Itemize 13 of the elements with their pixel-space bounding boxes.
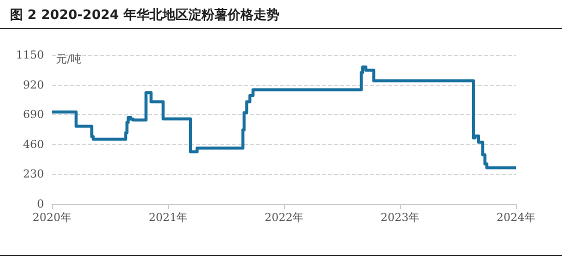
y-tick-label: 1150	[16, 48, 44, 62]
y-tick-label: 920	[23, 78, 44, 92]
x-tick-label: 2022年	[264, 211, 304, 224]
y-tick-label: 0	[37, 198, 44, 210]
y-tick-label: 460	[23, 138, 44, 151]
y-axis-title: 元/吨	[56, 52, 82, 66]
x-tick-label: 2024年	[496, 211, 536, 224]
y-tick-label: 690	[23, 108, 44, 122]
x-tick-label: 2020年	[32, 211, 72, 224]
x-tick-label: 2023年	[380, 211, 420, 224]
y-tick-label: 230	[23, 168, 44, 181]
chart-title: 图 2 2020-2024 年华北地区淀粉薯价格走势	[10, 6, 280, 24]
x-tick-label: 2021年	[148, 211, 188, 224]
